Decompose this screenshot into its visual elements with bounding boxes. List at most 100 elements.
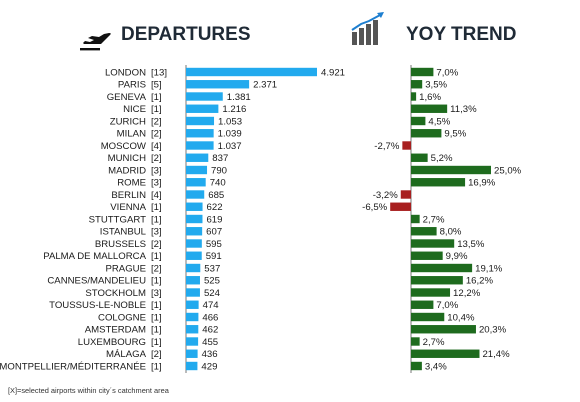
yoy-positive-bar [411, 337, 420, 346]
departures-bar [186, 214, 203, 224]
departures-bar [186, 337, 199, 346]
airport-count-label: [1] [151, 300, 162, 311]
departures-bar [186, 153, 209, 162]
departures-value-label: 619 [206, 214, 222, 225]
yoy-positive-bar [411, 263, 473, 273]
departures-value-label: 790 [211, 165, 227, 176]
yoy-value-label: 2,7% [423, 337, 445, 348]
departures-value-label: 462 [202, 325, 218, 336]
departures-bar [186, 116, 215, 126]
city-label: MUNICH [108, 153, 146, 164]
departures-value-label: 2.371 [253, 80, 277, 91]
city-label: TOUSSUS-LE-NOBLE [49, 300, 146, 311]
departures-value-label: 524 [204, 288, 221, 299]
yoy-value-label: 5,2% [431, 153, 453, 164]
departures-bar [186, 263, 201, 273]
yoy-positive-bar [411, 92, 417, 101]
airport-count-label: [1] [151, 202, 162, 213]
city-label: NICE [123, 104, 146, 115]
departures-value-label: 595 [206, 239, 222, 250]
airport-count-label: [2] [151, 129, 162, 140]
departures-value-label: 685 [208, 190, 224, 201]
yoy-negative-bar [400, 190, 411, 199]
airport-count-label: [2] [151, 263, 162, 274]
departures-value-label: 4.921 [321, 67, 345, 78]
airport-count-label: [2] [151, 153, 162, 164]
airport-count-label: [1] [151, 276, 162, 287]
airport-count-label: [1] [151, 325, 162, 336]
yoy-value-label: 12,2% [453, 288, 481, 299]
city-label: COLOGNE [98, 312, 146, 323]
yoy-value-label: 10,4% [447, 312, 475, 323]
airport-count-label: [1] [151, 361, 162, 372]
departures-bar [186, 361, 198, 371]
city-label: AMSTERDAM [85, 325, 146, 336]
yoy-value-label: 9,9% [446, 251, 468, 262]
yoy-value-label: 2,7% [423, 214, 445, 225]
departures-bar [186, 129, 214, 138]
departures-value-label: 436 [202, 349, 218, 360]
yoy-positive-bar [411, 165, 491, 175]
yoy-value-label: 11,3% [450, 104, 477, 115]
airport-count-label: [1] [151, 312, 162, 323]
city-label: ROME [117, 178, 146, 189]
airport-count-label: [2] [151, 116, 162, 127]
departures-title: DEPARTURES [121, 24, 251, 45]
yoy-positive-bar [411, 325, 476, 334]
yoy-value-label: 7,0% [436, 300, 458, 311]
city-label: VIENNA [110, 202, 146, 213]
departures-bar [186, 202, 203, 211]
yoy-positive-bar [411, 80, 423, 89]
yoy-value-label: -2,7% [374, 141, 400, 152]
departures-value-label: 1.381 [227, 92, 251, 103]
city-label: MONTPELLIER/MÉDITERRANÉE [0, 361, 146, 372]
yoy-trend-title: YOY TREND [406, 24, 517, 45]
departures-bar [186, 141, 214, 150]
airport-count-label: [3] [151, 165, 162, 176]
city-label: PALMA DE MALLORCA [43, 251, 146, 262]
airport-count-label: [1] [151, 214, 162, 225]
departures-value-label: 622 [207, 202, 223, 213]
yoy-value-label: -3,2% [373, 190, 399, 201]
yoy-value-label: 16,9% [468, 178, 496, 189]
departures-value-label: 466 [202, 312, 218, 323]
departures-bar [186, 92, 223, 101]
departures-value-label: 429 [201, 361, 217, 372]
departures-bar [186, 325, 199, 334]
airport-count-label: [2] [151, 349, 162, 360]
city-label: PARIS [118, 80, 146, 91]
departures-value-label: 1.037 [218, 141, 242, 152]
city-label: GENEVA [107, 92, 147, 103]
city-label: MILAN [117, 129, 146, 140]
yoy-positive-bar [411, 178, 466, 187]
airport-count-label: [1] [151, 104, 162, 115]
yoy-positive-bar [411, 349, 480, 358]
airport-count-label: [1] [151, 92, 162, 103]
departures-value-label: 525 [204, 276, 220, 287]
city-label: STOCKHOLM [85, 288, 146, 299]
departures-bar [186, 251, 202, 260]
city-label: BERLIN [111, 190, 146, 201]
yoy-positive-bar [411, 116, 426, 126]
yoy-value-label: 16,2% [466, 276, 494, 287]
departures-bar [186, 288, 200, 297]
city-label: MÁLAGA [106, 349, 147, 360]
departures-value-label: 1.053 [218, 116, 242, 127]
yoy-positive-bar [411, 129, 442, 138]
city-label: ISTANBUL [100, 227, 147, 238]
rising-bar-chart-icon [351, 12, 384, 45]
departures-bar [186, 80, 250, 89]
yoy-positive-bar [411, 300, 434, 309]
airport-count-label: [2] [151, 239, 162, 250]
city-label: LONDON [105, 67, 146, 78]
departures-bar [186, 227, 203, 236]
yoy-positive-bar [411, 227, 437, 236]
yoy-value-label: 19,1% [475, 263, 503, 274]
airplane-takeoff-icon [80, 33, 111, 51]
city-label: ZURICH [110, 116, 146, 127]
yoy-negative-bar [390, 202, 411, 211]
airport-count-label: [1] [151, 251, 162, 262]
airport-count-label: [1] [151, 337, 162, 348]
yoy-value-label: 21,4% [482, 349, 510, 360]
